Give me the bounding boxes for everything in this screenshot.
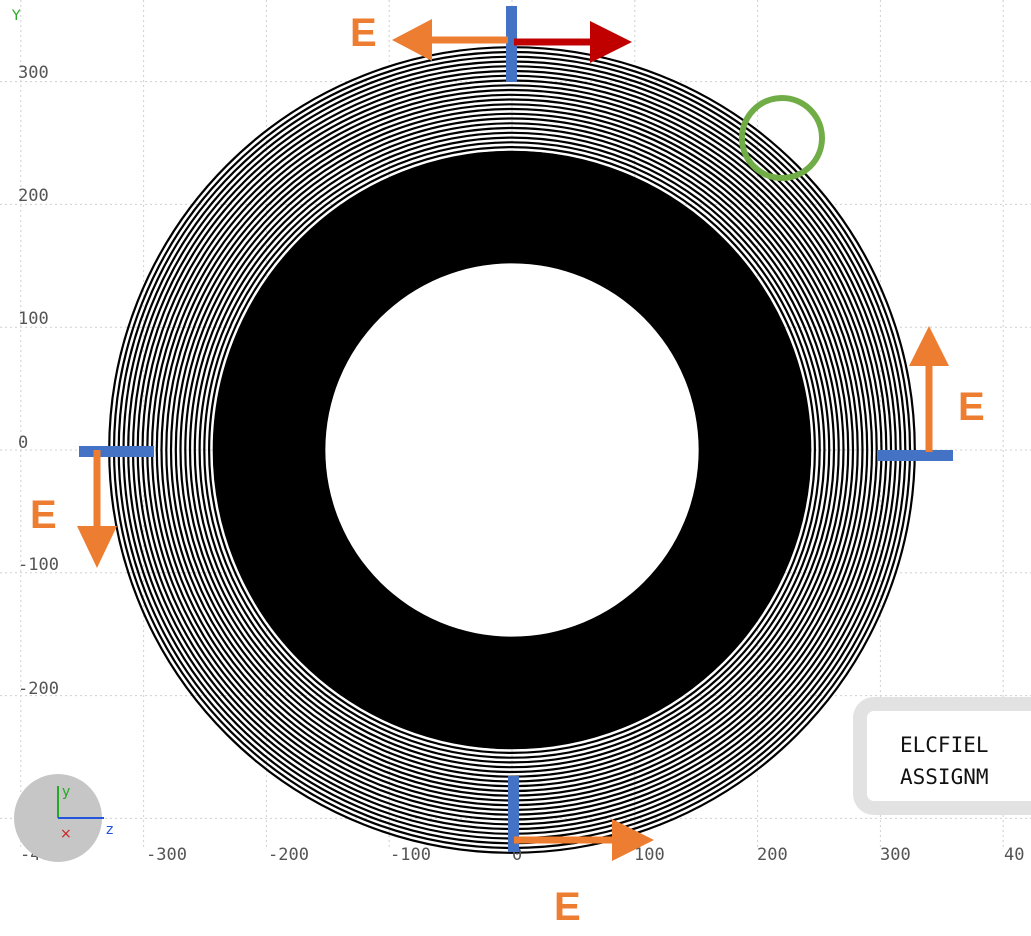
x-tick-200: 200 — [757, 845, 788, 865]
ring-circle — [208, 146, 816, 754]
gizmo-y-label: y — [62, 784, 70, 800]
field-arrows — [77, 19, 949, 861]
y-tick-minus-100: -100 — [18, 555, 59, 575]
ring-circle — [188, 126, 836, 774]
y-tick-labels: 300 200 100 0 -100 -200 -300 — [18, 63, 67, 797]
e-label-left: E — [30, 493, 57, 537]
y-tick-0: 0 — [18, 433, 28, 453]
ring-mesh — [108, 46, 916, 854]
marker-top — [506, 6, 517, 82]
orientation-gizmo[interactable]: y z × — [14, 774, 113, 862]
ring-circle — [222, 160, 802, 740]
x-tick-300: 300 — [880, 845, 911, 865]
ring-circle — [198, 136, 826, 764]
ring-circle — [203, 141, 821, 759]
boundary-markers — [79, 6, 953, 852]
info-panel: ELCFIEL ASSIGNM — [853, 697, 1031, 815]
ring-circle — [212, 150, 812, 750]
gizmo-z-label: z — [106, 822, 113, 838]
arrow-bottom-right-head — [612, 819, 654, 861]
highlight-circle — [739, 95, 825, 181]
e-label-right: E — [958, 385, 985, 429]
arrow-right-up-head — [909, 326, 949, 366]
info-panel-line1: ELCFIEL — [900, 733, 989, 757]
arrow-left-down-head — [77, 526, 117, 568]
marker-left — [79, 446, 154, 457]
x-tick-minus-100: -100 — [390, 845, 431, 865]
e-label-bottom: E — [554, 885, 581, 929]
y-tick-300: 300 — [18, 63, 49, 83]
ring-circle — [217, 155, 807, 745]
info-panel-line2: ASSIGNM — [900, 765, 989, 789]
x-tick-minus-200: -200 — [268, 845, 309, 865]
arrow-top-left-head — [392, 19, 432, 61]
ring-circle — [227, 165, 797, 735]
x-tick-0: 0 — [512, 845, 522, 865]
x-tick-100: 100 — [634, 845, 665, 865]
marker-right — [877, 450, 953, 461]
ring-circle — [193, 131, 831, 769]
x-tick-labels: -400 -300 -200 -100 0 100 200 300 40 — [20, 845, 1024, 865]
arrow-top-right-head — [590, 21, 632, 63]
ring-inner-hole — [325, 263, 699, 637]
info-panel-frame — [853, 697, 1031, 815]
x-tick-minus-300: -300 — [146, 845, 187, 865]
y-axis-label: Y — [11, 8, 21, 24]
y-tick-200: 200 — [18, 186, 49, 206]
y-tick-minus-200: -200 — [18, 679, 59, 699]
y-tick-100: 100 — [18, 309, 49, 329]
marker-bottom — [508, 776, 519, 852]
x-tick-400-partial: 40 — [1004, 845, 1024, 865]
e-label-top: E — [350, 11, 377, 55]
gizmo-x-label: × — [60, 826, 72, 842]
